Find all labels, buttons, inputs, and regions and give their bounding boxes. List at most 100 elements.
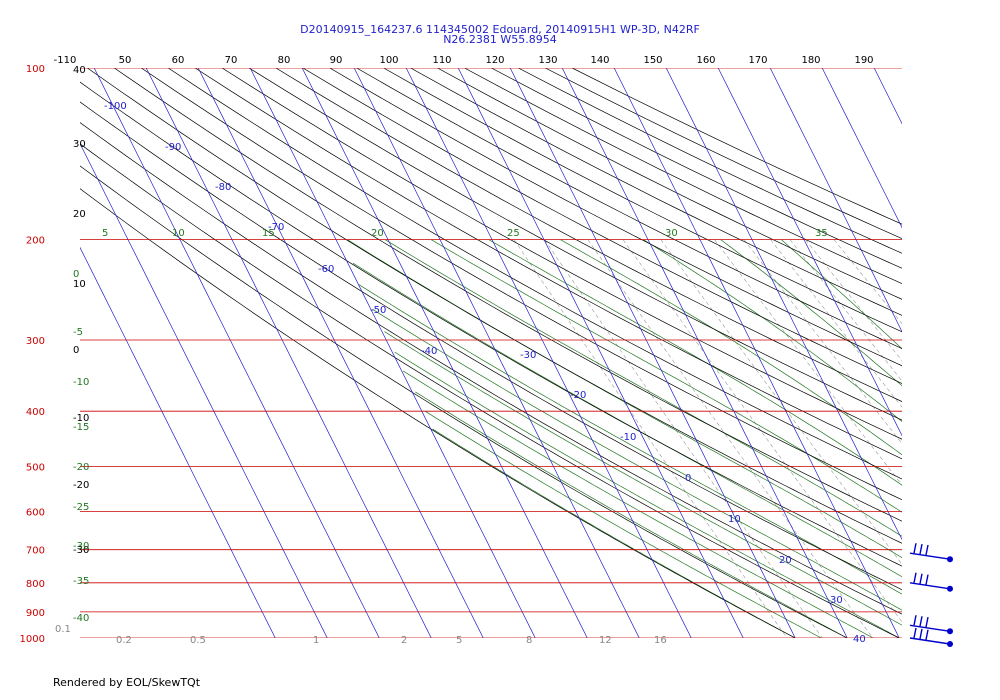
left-temp-label: -30 <box>73 545 89 556</box>
dry-adiabat-line <box>329 68 902 367</box>
dry-adiabat-line <box>194 68 902 460</box>
isotherms <box>80 68 902 638</box>
pressure-label-200: 200 <box>26 236 45 247</box>
wind-barb <box>909 615 953 635</box>
chart-subtitle: N26.2381 W55.8954 <box>443 33 557 46</box>
left-temp-label: 40 <box>73 65 86 76</box>
moist-adiabat-line <box>720 239 902 387</box>
mixing-ratio-line <box>587 239 874 638</box>
isotherm-line <box>80 142 328 638</box>
isotherm-label: 10 <box>728 514 741 525</box>
dry-adiabat-line <box>437 68 902 300</box>
isotherm-line <box>80 246 276 638</box>
top-temp-label: 60 <box>172 55 185 66</box>
isotherm-label: -20 <box>570 390 586 401</box>
moist-adiabat-line <box>372 309 902 611</box>
chart-title: D20140915_164237.6 114345002 Edouard, 20… <box>300 23 700 36</box>
mixing-ratio-label: 1 <box>313 635 319 646</box>
top-temp-label: 80 <box>278 55 291 66</box>
adiabat-label-top: 5 <box>102 228 108 239</box>
pressure-label-700: 700 <box>26 546 45 557</box>
top-temp-label: -110 <box>54 55 77 66</box>
top-temp-label: 120 <box>485 55 504 66</box>
top-temp-label: 160 <box>696 55 715 66</box>
pressure-label-500: 500 <box>26 462 45 473</box>
dry-adiabat-line <box>248 68 902 421</box>
left-temp-label: -20 <box>73 480 89 491</box>
isotherm-line <box>301 68 588 638</box>
left-temp-label: -10 <box>73 413 89 424</box>
isotherm-line <box>613 68 900 638</box>
dry-adiabat-line <box>80 143 900 638</box>
wind-barbs <box>909 543 953 647</box>
isotherm-label: 40 <box>853 634 866 645</box>
pressure-label-300: 300 <box>26 336 45 347</box>
mixing-ratio-label: 12 <box>599 635 612 646</box>
isotherm-label: -40 <box>421 346 437 357</box>
dry-adiabat-line <box>114 68 902 522</box>
mixing-ratio-label: 8 <box>526 635 532 646</box>
top-temp-label: 130 <box>538 55 557 66</box>
moist-adiabat-line <box>352 262 902 578</box>
dry-adiabat-line <box>80 122 902 615</box>
top-temp-label: 190 <box>854 55 873 66</box>
adiabat-label-top: 30 <box>665 228 678 239</box>
footer-text: Rendered by EOL/SkewTQt <box>53 676 201 689</box>
dry-adiabat-line <box>168 68 902 480</box>
pressure-label-100: 100 <box>26 64 45 75</box>
isotherm-line <box>93 68 380 638</box>
dry-adiabat-line <box>410 68 902 316</box>
isotherm-line <box>249 68 536 638</box>
isotherm-line <box>145 68 432 638</box>
adiabat-label-top: 25 <box>507 228 520 239</box>
pressure-lines <box>80 68 902 638</box>
adiabat-label-top: 10 <box>172 228 185 239</box>
wind-barb <box>909 627 953 647</box>
isotherm-line <box>509 68 796 638</box>
isotherm-line <box>717 68 902 437</box>
top-temp-label: 150 <box>643 55 662 66</box>
top-temp-label: 50 <box>119 55 132 66</box>
adiabat-label-left: -5 <box>73 327 83 338</box>
adiabat-label-left: -15 <box>73 422 89 433</box>
pressure-label-400: 400 <box>26 407 45 418</box>
plot-area <box>80 68 902 638</box>
top-temp-label: 170 <box>748 55 767 66</box>
dry-adiabat-line <box>275 68 902 402</box>
isotherm-label: 0 <box>685 473 691 484</box>
moist-adiabat-line <box>358 284 902 595</box>
mixing-ratio-line <box>622 239 902 623</box>
top-temp-label: 180 <box>801 55 820 66</box>
moist-adiabat-line <box>394 351 900 638</box>
isotherm-label: -90 <box>165 142 181 153</box>
isotherm-line <box>665 68 902 541</box>
isotherm-label: -60 <box>318 264 334 275</box>
top-temp-label: 70 <box>225 55 238 66</box>
mixing-ratio-label: 5 <box>456 635 462 646</box>
mixing-ratio-label: 16 <box>654 635 667 646</box>
dry-adiabat-line <box>80 101 902 591</box>
adiabat-label-top: 35 <box>815 228 828 239</box>
isotherm-line <box>561 68 848 638</box>
mixing-ratio-label: 0.2 <box>116 635 132 646</box>
isotherm-label: -10 <box>620 432 636 443</box>
left-temp-label: 10 <box>73 279 86 290</box>
adiabat-label-left: -25 <box>73 502 89 513</box>
top-temp-label: 140 <box>590 55 609 66</box>
left-temp-label: 30 <box>73 139 86 150</box>
isotherm-label: -80 <box>215 182 231 193</box>
pressure-label-800: 800 <box>26 579 45 590</box>
pressure-label-900: 900 <box>26 608 45 619</box>
adiabat-label-left: -20 <box>73 462 89 473</box>
moist-adiabat-line <box>402 370 874 638</box>
mixing-ratio-label: 0.1 <box>55 624 71 635</box>
moist-adiabat-line <box>643 239 902 422</box>
top-temp-label: 90 <box>330 55 343 66</box>
moist-adiabat-line <box>415 391 848 638</box>
isotherm-line <box>457 68 744 638</box>
dry-adiabat-line <box>80 165 848 638</box>
mixing-ratio-label: 2 <box>401 635 407 646</box>
dry-adiabat-line <box>302 68 902 384</box>
